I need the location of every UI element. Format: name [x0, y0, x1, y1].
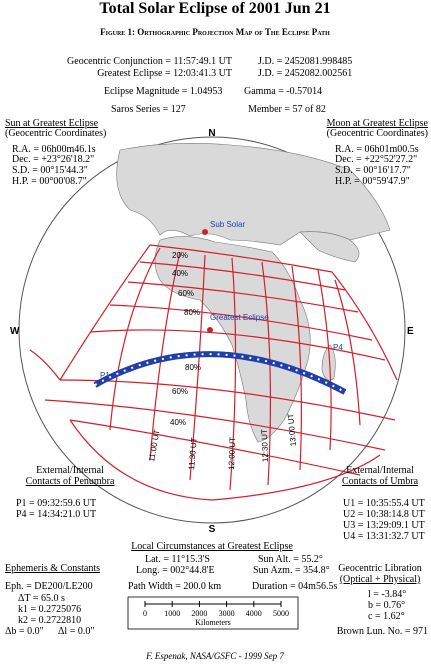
percent-label: 40%: [172, 269, 188, 278]
moon-line: H.P. = 00°59'47.9": [335, 176, 410, 187]
penumbra-subtitle: Contacts of Penumbra: [26, 476, 115, 487]
compass-n: N: [208, 128, 215, 139]
moon-subtitle: (Geocentric Coordinates): [327, 128, 428, 139]
brown-number: Brown Lun. No. = 971: [337, 626, 428, 637]
ephemeris-line: ΔT = 65.0 s: [18, 593, 65, 604]
umbra-line: U3 = 13:29:09.1 UT: [343, 520, 425, 531]
scale-tick-label: 1000: [164, 609, 180, 618]
scale-ticks: 0 1000 2000 3000 4000 5000: [143, 601, 289, 618]
moon-line: S.D. = 00°16'17.7": [335, 165, 411, 176]
ephemeris-line: k1 = 0.2725076: [18, 604, 81, 615]
percent-label: 40%: [170, 418, 186, 427]
moon-title: Moon at Greatest Eclipse: [327, 118, 429, 129]
ephemeris-line: k2 = 0.2722810: [18, 615, 81, 626]
conjunction-jd: J.D. = 2452081.998485: [258, 56, 352, 67]
umbra-line: U4 = 13:31:32.7 UT: [343, 531, 425, 542]
sun-line: Dec. = +23°26'18.2": [12, 154, 94, 165]
umbra-line: U2 = 10:38:14.8 UT: [343, 509, 425, 520]
percent-label: 80%: [184, 308, 200, 317]
sun-line: R.A. = 06h00m46.1s: [12, 144, 96, 155]
time-label: 12:30 UT: [260, 429, 270, 462]
ephemeris-dl: Δl = 0.0": [58, 626, 94, 637]
local-long: Long. = 002°44.8'E: [136, 565, 215, 576]
time-label: 11:30 UT: [187, 437, 199, 470]
time-label: 12:00 UT: [227, 437, 237, 470]
conjunction: Geocentric Conjunction = 11:57:49.1 UT: [67, 56, 232, 67]
umbra-title: External/Internal: [346, 465, 414, 476]
local-sun-azm: Sun Azm. = 354.8°: [253, 565, 330, 576]
scale-unit: Kilometers: [195, 618, 231, 627]
sun-subtitle: (Geocentric Coordinates): [5, 128, 106, 139]
scale-tick-label: 5000: [273, 609, 289, 618]
sun-line: S.D. = 00°15'44.3": [12, 165, 88, 176]
libration-line: c = 1.62°: [368, 611, 405, 622]
scale-tick-label: 3000: [219, 609, 235, 618]
greatest-jd: J.D. = 2452082.002561: [258, 68, 352, 79]
umbral-path: [93, 351, 347, 395]
libration-title: Geocentric Libration: [338, 563, 422, 574]
moon-line: R.A. = 06h01m00.5s: [335, 144, 419, 155]
percent-label: 60%: [172, 387, 188, 396]
gamma: Gamma = -0.57014: [244, 86, 322, 97]
penumbra-grid: [29, 244, 398, 501]
moon-line: Dec. = +22°52'27.2": [335, 154, 417, 165]
local-title: Local Circumstances at Greatest Eclipse: [131, 541, 293, 552]
ephemeris-title: Ephemeris & Constants: [5, 563, 100, 574]
greatest-eclipse-point: [207, 327, 213, 333]
compass-s: S: [209, 524, 216, 535]
compass-w: W: [10, 326, 20, 337]
member: Member = 57 of 82: [248, 104, 326, 115]
scale-box: [127, 596, 299, 630]
percent-label: 60%: [178, 289, 194, 298]
sub-solar-point: [202, 229, 208, 235]
ephemeris-db: Δb = 0.0": [5, 626, 44, 637]
local-sun-alt: Sun Alt. = 55.2°: [258, 554, 323, 565]
title: Total Solar Eclipse of 2001 Jun 21: [99, 0, 330, 17]
ephemeris-line: Eph. = DE200/LE200: [5, 581, 93, 592]
p1-label: P1: [100, 371, 110, 380]
scale-tick-label: 2000: [191, 609, 207, 618]
sun-title: Sun at Greatest Eclipse: [5, 118, 99, 129]
scale-tick-label: 4000: [246, 609, 262, 618]
local-lat: Lat. = 11°15.3'S: [145, 554, 210, 565]
libration-line: l = -3.84°: [368, 589, 406, 600]
libration-subtitle: (Optical + Physical): [340, 574, 421, 585]
local-duration: Duration = 04m56.5s: [252, 581, 337, 592]
penumbra-title: External/Internal: [36, 465, 104, 476]
umbra-line: U1 = 10:35:55.4 UT: [343, 498, 425, 509]
percent-label: 20%: [172, 251, 188, 260]
p4-label: P4: [333, 343, 343, 352]
sun-line: H.P. = 00°00'08.7": [12, 176, 87, 187]
saros: Saros Series = 127: [111, 104, 186, 115]
figure-caption: Figure 1: Orthographic Projection Map of…: [100, 27, 330, 37]
credit: F. Espenak, NASA/GSFC - 1999 Sep 7: [145, 651, 284, 661]
local-path-width: Path Width = 200.0 km: [128, 581, 221, 592]
greatest: Greatest Eclipse = 12:03:41.3 UT: [97, 68, 232, 79]
magnitude: Eclipse Magnitude = 1.04953: [104, 86, 222, 97]
time-label: 13:00 UT: [286, 413, 298, 447]
compass-e: E: [407, 326, 414, 337]
penumbra-line: P1 = 09:32:59.6 UT: [16, 498, 96, 509]
umbra-subtitle: Contacts of Umbra: [342, 476, 419, 487]
scale-tick-label: 0: [143, 609, 147, 618]
percent-label: 80%: [185, 363, 201, 372]
penumbra-line: P4 = 14:34:21.0 UT: [16, 509, 96, 520]
greatest-eclipse-label: Greatest Eclipse: [210, 313, 269, 322]
sub-solar-label: Sub Solar: [210, 220, 245, 229]
libration-line: b = 0.76°: [368, 600, 405, 611]
